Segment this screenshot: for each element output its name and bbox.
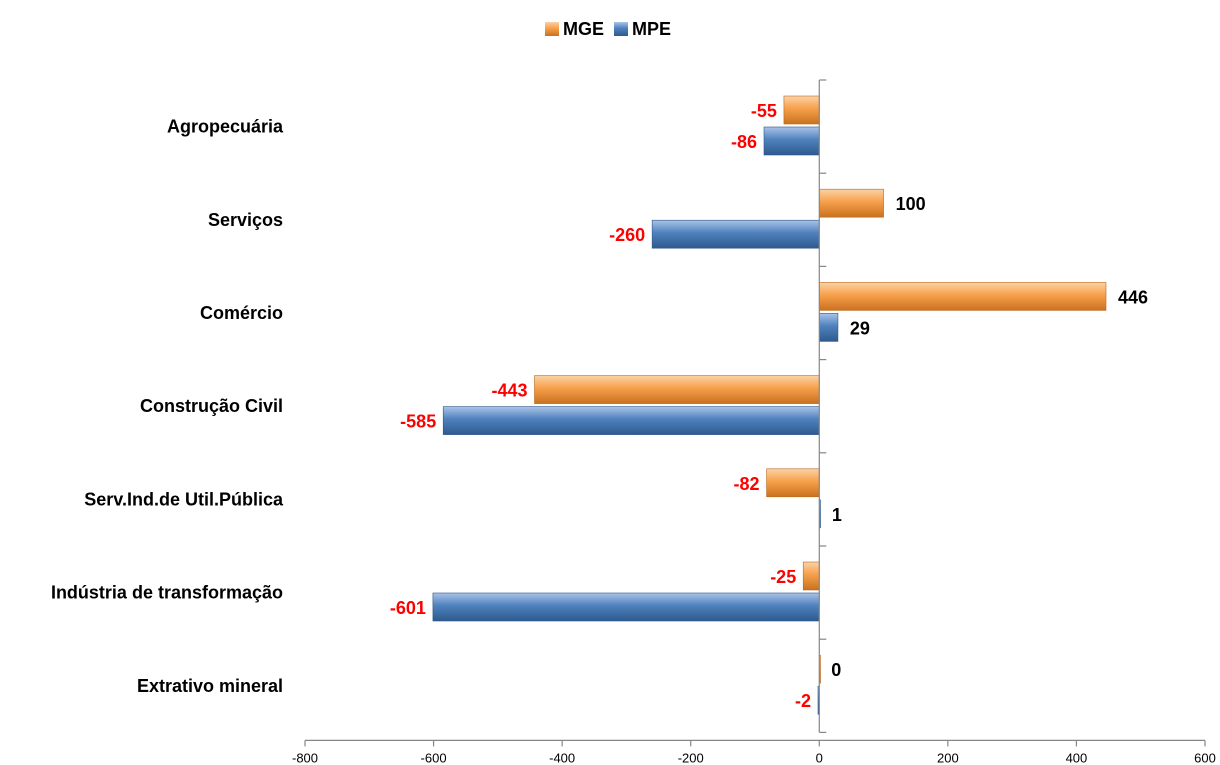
data-label-mpe-servicos: -260 [609,225,645,245]
data-label-mpe-agropecuaria: -86 [731,132,757,152]
data-label-mge-serv-ind-de-util-publica: -82 [734,474,760,494]
data-label-mpe-extrativo-mineral: -2 [795,691,811,711]
x-tick-label: -600 [421,750,447,765]
data-label-mge-industria-de-transformacao: -25 [770,567,796,587]
x-tick-label: -200 [678,750,704,765]
bar-mge-agropecuaria [783,95,820,125]
category-label-serv-ind-de-util-publica: Serv.Ind.de Util.Pública [84,489,284,509]
bar-mpe-agropecuaria [763,126,820,156]
data-label-mpe-construcao-civil: -585 [400,412,436,432]
data-label-mge-agropecuaria: -55 [751,101,777,121]
bar-mpe-industria-de-transformacao [432,592,820,622]
legend-swatch-mpe [614,22,628,36]
labels-layer: Agropecuária-55-86Serviços100-260Comérci… [51,101,1216,765]
legend: MGE MPE [545,19,671,39]
category-label-agropecuaria: Agropecuária [167,117,284,137]
legend-label-mpe: MPE [632,19,671,39]
data-label-mpe-industria-de-transformacao: -601 [390,598,426,618]
bar-mpe-servicos [651,219,820,249]
category-label-extrativo-mineral: Extrativo mineral [137,676,283,696]
axes-layer [304,79,1206,747]
category-label-comercio: Comércio [200,303,283,323]
bar-mpe-construcao-civil [442,406,820,435]
bar-mge-construcao-civil [534,375,820,404]
bar-mge-industria-de-transformacao [802,561,820,591]
data-label-mpe-comercio: 29 [850,318,870,338]
x-tick-label: 0 [816,750,823,765]
legend-swatch-mge [545,22,559,36]
data-label-mpe-serv-ind-de-util-publica: 1 [832,505,842,525]
bar-mge-comercio [818,282,1107,311]
bar-mpe-comercio [818,313,839,342]
x-tick-label: 600 [1194,750,1216,765]
data-label-mge-comercio: 446 [1118,287,1148,307]
bars-layer [432,95,1107,715]
data-label-mge-construcao-civil: -443 [491,381,527,401]
x-tick-label: -400 [549,750,575,765]
category-label-servicos: Serviços [208,210,283,230]
data-label-mge-servicos: 100 [896,194,926,214]
x-tick-label: 400 [1066,750,1088,765]
category-label-industria-de-transformacao: Indústria de transformação [51,583,283,603]
bar-mge-servicos [818,188,884,218]
x-tick-label: -800 [292,750,318,765]
category-label-construcao-civil: Construção Civil [140,396,283,416]
data-label-mge-extrativo-mineral: 0 [831,660,841,680]
legend-label-mge: MGE [563,19,604,39]
bar-mge-serv-ind-de-util-publica [766,468,820,498]
x-tick-label: 200 [937,750,959,765]
